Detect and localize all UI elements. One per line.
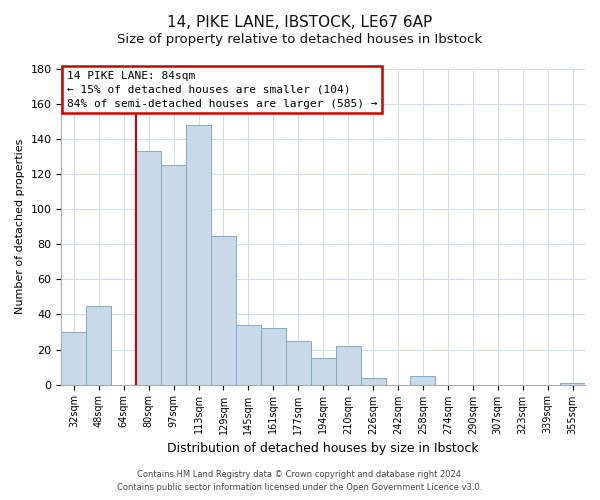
Text: Size of property relative to detached houses in Ibstock: Size of property relative to detached ho… <box>118 32 482 46</box>
Bar <box>560 383 585 384</box>
Text: 14, PIKE LANE, IBSTOCK, LE67 6AP: 14, PIKE LANE, IBSTOCK, LE67 6AP <box>167 15 433 30</box>
Bar <box>136 152 161 384</box>
Bar <box>311 358 335 384</box>
Bar <box>361 378 386 384</box>
X-axis label: Distribution of detached houses by size in Ibstock: Distribution of detached houses by size … <box>167 442 479 455</box>
Y-axis label: Number of detached properties: Number of detached properties <box>15 139 25 314</box>
Bar <box>86 306 111 384</box>
Bar <box>236 325 261 384</box>
Text: 14 PIKE LANE: 84sqm
← 15% of detached houses are smaller (104)
84% of semi-detac: 14 PIKE LANE: 84sqm ← 15% of detached ho… <box>67 70 377 108</box>
Bar <box>186 125 211 384</box>
Bar <box>61 332 86 384</box>
Bar <box>286 340 311 384</box>
Text: Contains HM Land Registry data © Crown copyright and database right 2024.
Contai: Contains HM Land Registry data © Crown c… <box>118 470 482 492</box>
Bar <box>261 328 286 384</box>
Bar <box>211 236 236 384</box>
Bar <box>161 166 186 384</box>
Bar <box>335 346 361 385</box>
Bar <box>410 376 436 384</box>
